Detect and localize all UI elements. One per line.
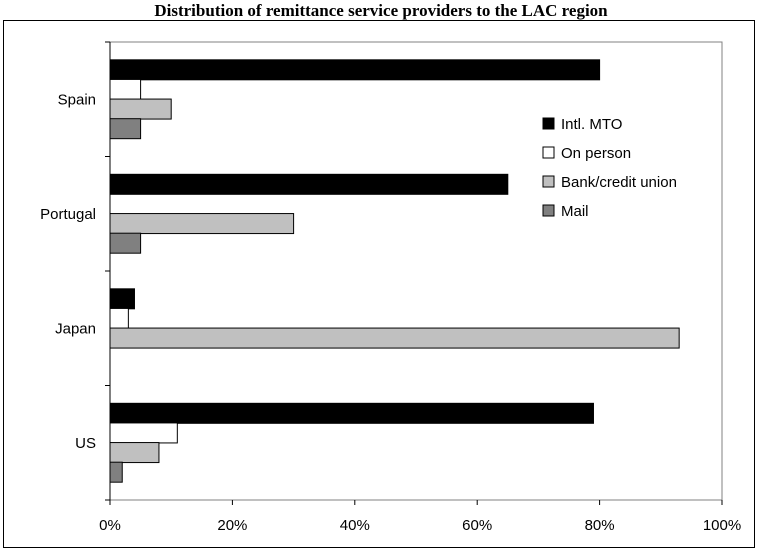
bar-us-0 xyxy=(109,402,594,424)
bar-spain-0 xyxy=(109,59,601,81)
bar-portugal-3 xyxy=(109,232,142,254)
bar-spain-3 xyxy=(109,118,142,140)
x-tick-label: 40% xyxy=(340,517,370,534)
legend-swatch-2 xyxy=(542,175,555,188)
bar-us-2 xyxy=(109,442,160,464)
legend-swatch-0 xyxy=(542,117,555,130)
bar-japan-1 xyxy=(109,307,129,329)
bar-japan-0 xyxy=(109,288,135,310)
bar-us-1 xyxy=(109,422,178,444)
bar-portugal-0 xyxy=(109,173,509,195)
x-axis: 0% 20% 40% 60% 80% 100% xyxy=(99,500,741,534)
bar-japan-2 xyxy=(109,327,680,349)
y-tick-label-spain: Spain xyxy=(58,91,96,108)
plot-area xyxy=(109,41,723,501)
bar-spain-2 xyxy=(109,98,172,120)
bar-spain-1 xyxy=(109,78,142,100)
x-tick-label: 60% xyxy=(462,517,492,534)
legend-label-1: On person xyxy=(561,145,631,162)
y-tick-label-japan: Japan xyxy=(55,320,96,337)
legend-swatch-3 xyxy=(542,204,555,217)
x-tick-label: 100% xyxy=(703,517,741,534)
legend-label-2: Bank/credit union xyxy=(561,174,677,191)
x-tick-label: 20% xyxy=(217,517,247,534)
bar-portugal-2 xyxy=(109,213,295,235)
y-axis: Spain Portugal Japan US xyxy=(40,41,111,501)
plot-border xyxy=(109,41,723,501)
y-tick-label-portugal: Portugal xyxy=(40,206,96,223)
legend: Intl. MTO On person Bank/credit union Mail xyxy=(542,116,677,220)
legend-label-3: Mail xyxy=(561,203,589,220)
bars xyxy=(109,59,680,483)
chart-title: Distribution of remittance service provi… xyxy=(154,1,608,20)
bar-us-3 xyxy=(109,461,123,483)
y-tick-label-us: US xyxy=(75,435,96,452)
legend-label-0: Intl. MTO xyxy=(561,116,622,133)
legend-swatch-1 xyxy=(542,146,555,159)
x-tick-label: 80% xyxy=(585,517,615,534)
chart-frame xyxy=(3,20,755,548)
x-tick-label: 0% xyxy=(99,517,121,534)
